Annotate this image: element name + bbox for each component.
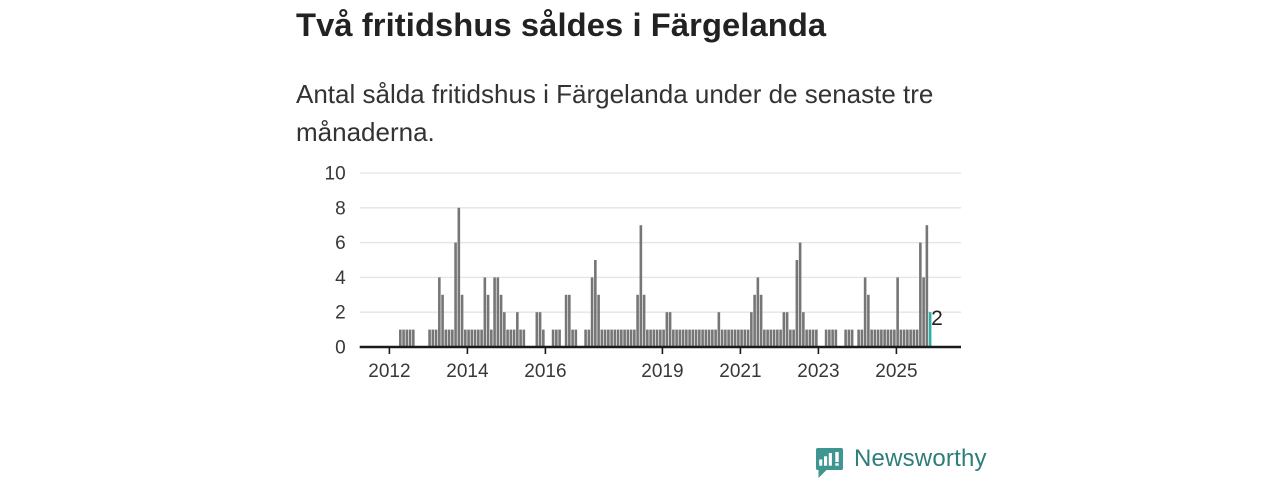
svg-text:2014: 2014 (446, 361, 489, 382)
svg-text:2012: 2012 (368, 361, 410, 382)
svg-text:2016: 2016 (524, 361, 566, 382)
svg-text:2: 2 (931, 307, 943, 330)
svg-text:2023: 2023 (797, 361, 839, 382)
svg-text:0: 0 (335, 338, 346, 359)
svg-text:8: 8 (335, 198, 346, 219)
svg-text:2: 2 (335, 303, 346, 324)
svg-text:2021: 2021 (719, 361, 761, 382)
svg-text:4: 4 (335, 268, 346, 289)
svg-text:2019: 2019 (641, 361, 683, 382)
svg-text:10: 10 (325, 164, 346, 185)
svg-text:6: 6 (335, 233, 346, 254)
svg-text:2025: 2025 (875, 361, 917, 382)
